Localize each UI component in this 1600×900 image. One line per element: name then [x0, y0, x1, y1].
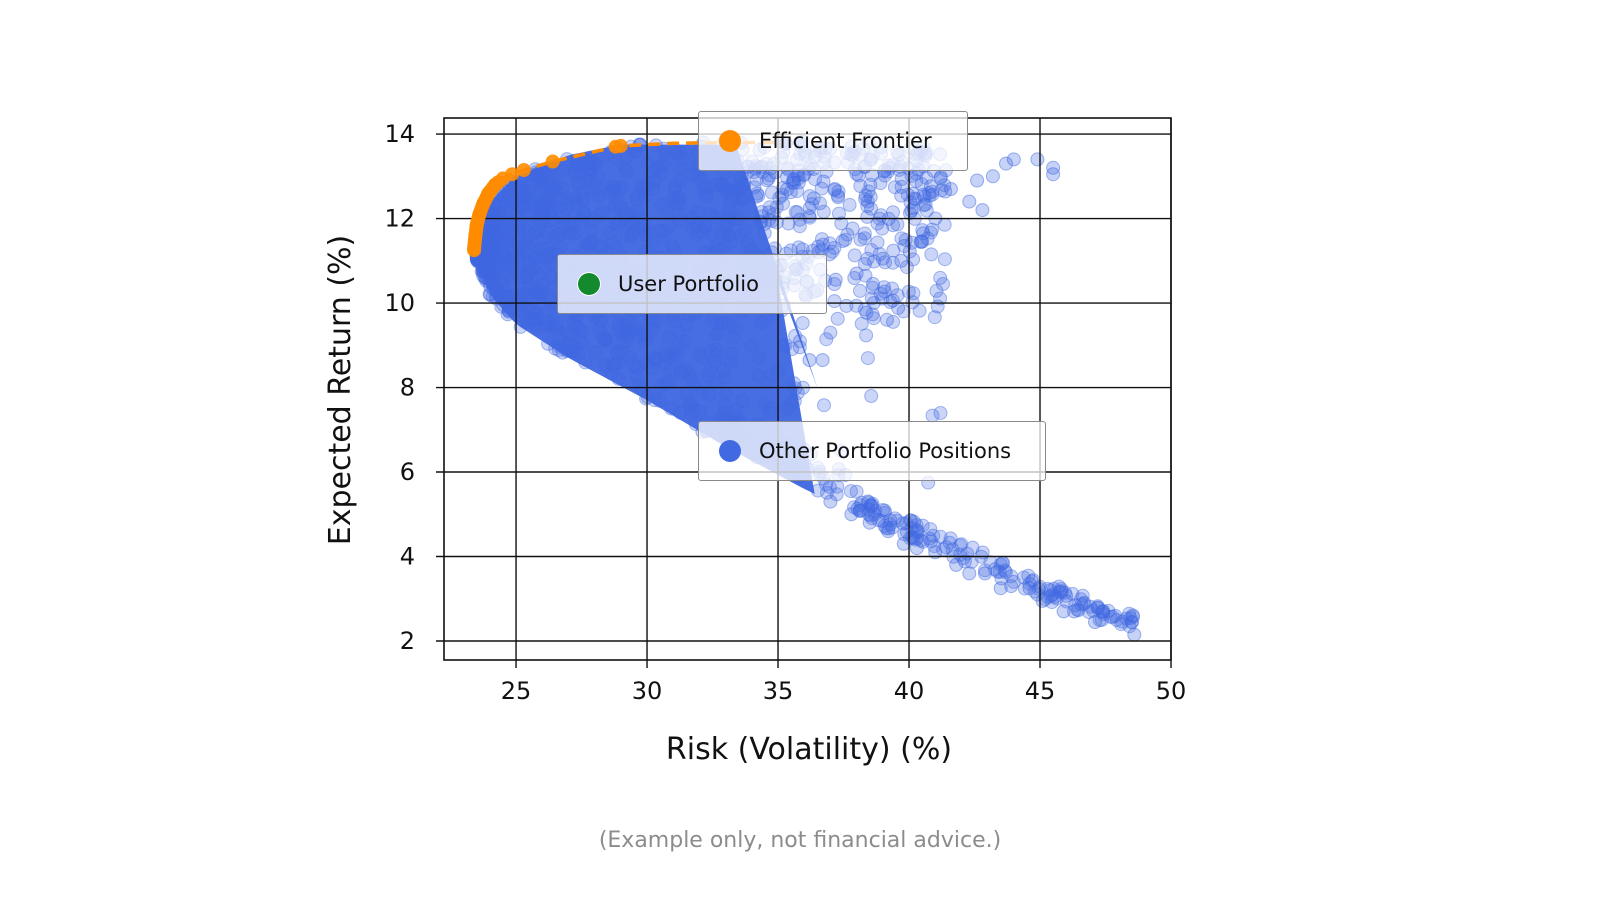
- x-tick-label: 25: [501, 677, 532, 705]
- x-tick-label: 30: [632, 677, 663, 705]
- y-tick-label: 12: [384, 205, 415, 233]
- y-tick-label: 4: [400, 543, 415, 571]
- axis-ticks: 25 30 35 40 45 50 14 12 10 8 6 4 2: [384, 120, 1186, 705]
- green-dot-icon: [578, 273, 600, 295]
- disclaimer-text: (Example only, not financial advice.): [598, 828, 1002, 853]
- legend-efficient-frontier: Efficient Frontier: [698, 111, 968, 171]
- grid-lines: [436, 118, 1172, 668]
- blue-dot-icon: [719, 440, 741, 462]
- orange-dot-icon: [719, 130, 741, 152]
- legend-label-other-positions: Other Portfolio Positions: [759, 439, 1012, 463]
- legend-label-efficient-frontier: Efficient Frontier: [759, 129, 932, 153]
- y-tick-label: 10: [384, 289, 415, 317]
- y-tick-label: 8: [400, 374, 415, 402]
- legend-other-positions: Other Portfolio Positions: [698, 421, 1046, 481]
- x-tick-label: 40: [894, 677, 925, 705]
- legend-label-user-portfolio: User Portfolio: [618, 272, 759, 296]
- efficient-frontier-series: [467, 138, 778, 258]
- y-tick-label: 2: [400, 627, 415, 655]
- x-tick-label: 35: [763, 677, 794, 705]
- y-axis-title: Expected Return (%): [323, 235, 358, 546]
- x-tick-label: 45: [1025, 677, 1056, 705]
- y-tick-label: 6: [400, 458, 415, 486]
- x-axis-title: Risk (Volatility) (%): [666, 732, 952, 767]
- x-tick-label: 50: [1156, 677, 1187, 705]
- legend-user-portfolio: User Portfolio: [557, 254, 827, 314]
- y-tick-label: 14: [384, 120, 415, 148]
